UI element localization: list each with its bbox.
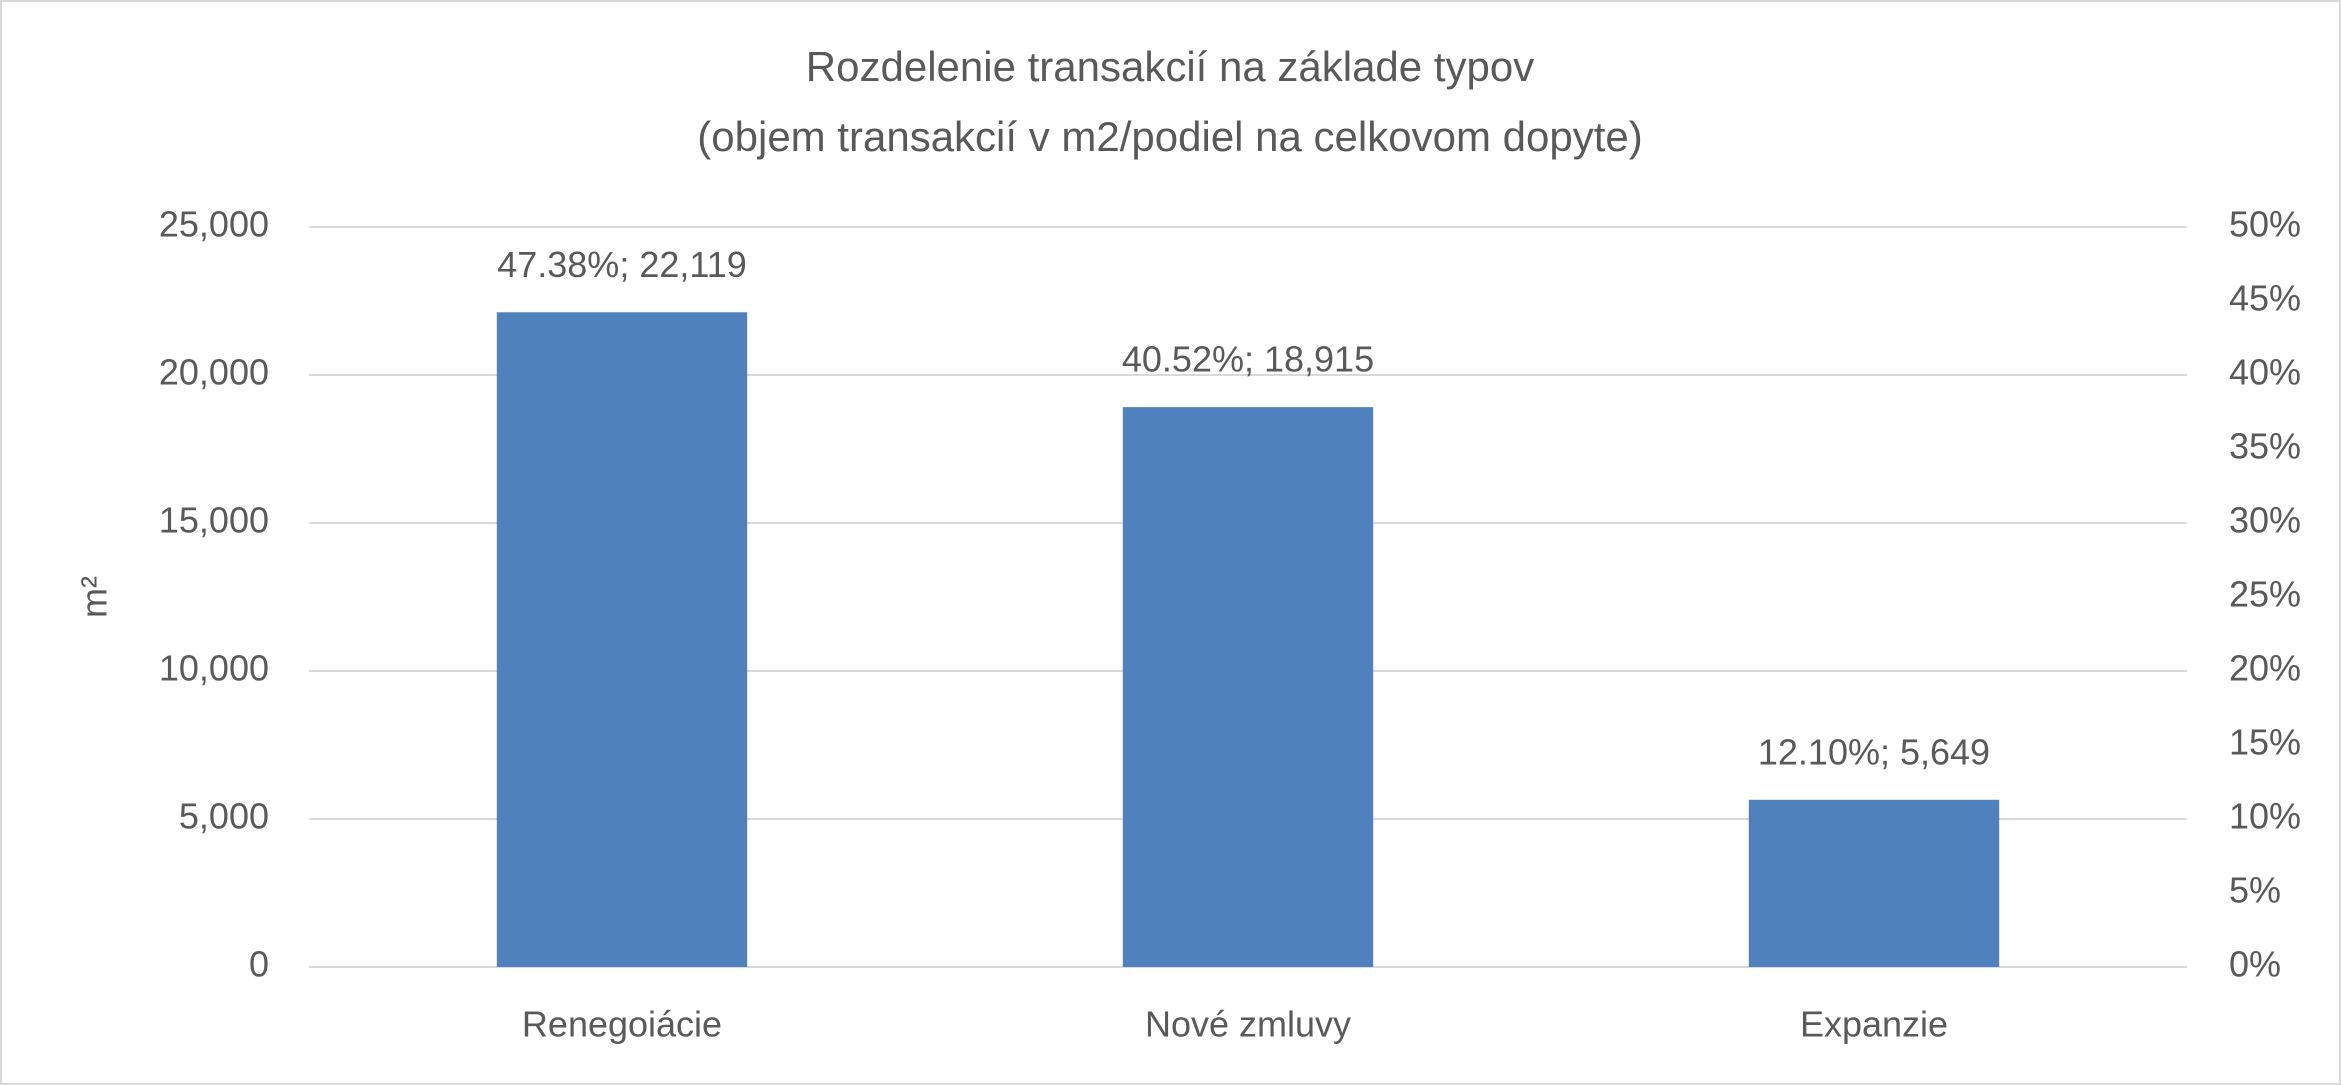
x-tick-label: Renegoiácie bbox=[522, 1004, 722, 1045]
data-label: 47.38%; 22,119 bbox=[497, 244, 747, 285]
x-tick-label: Nové zmluvy bbox=[1145, 1004, 1351, 1045]
bar bbox=[1748, 799, 2000, 967]
data-label: 12.10%; 5,649 bbox=[1758, 731, 1990, 772]
y2-tick-label: 10% bbox=[2229, 796, 2301, 837]
y-tick-label: 10,000 bbox=[159, 648, 269, 689]
y2-tick-label: 50% bbox=[2229, 204, 2301, 245]
y-tick-label: 20,000 bbox=[159, 352, 269, 393]
chart-subtitle: (objem transakcií v m2/podiel na celkovo… bbox=[697, 113, 1642, 160]
y-tick-label: 0 bbox=[249, 944, 269, 985]
y2-tick-label: 30% bbox=[2229, 500, 2301, 541]
y2-tick-label: 15% bbox=[2229, 722, 2301, 763]
bar bbox=[1122, 407, 1374, 968]
y2-tick-label: 20% bbox=[2229, 648, 2301, 689]
y2-tick-label: 45% bbox=[2229, 278, 2301, 319]
y-tick-label: 15,000 bbox=[159, 500, 269, 541]
bar bbox=[496, 312, 748, 967]
x-tick-label: Expanzie bbox=[1800, 1004, 1948, 1045]
y2-tick-label: 35% bbox=[2229, 426, 2301, 467]
y2-tick-label: 0% bbox=[2229, 944, 2281, 985]
y-tick-label: 5,000 bbox=[179, 796, 269, 837]
y-axis-label: m² bbox=[74, 576, 115, 618]
chart-title: Rozdelenie transakcií na základe typov bbox=[806, 43, 1534, 90]
y-tick-label: 25,000 bbox=[159, 204, 269, 245]
data-label: 40.52%; 18,915 bbox=[1122, 339, 1374, 380]
y2-tick-label: 5% bbox=[2229, 870, 2281, 911]
y2-tick-label: 25% bbox=[2229, 574, 2301, 615]
y2-tick-label: 40% bbox=[2229, 352, 2301, 393]
